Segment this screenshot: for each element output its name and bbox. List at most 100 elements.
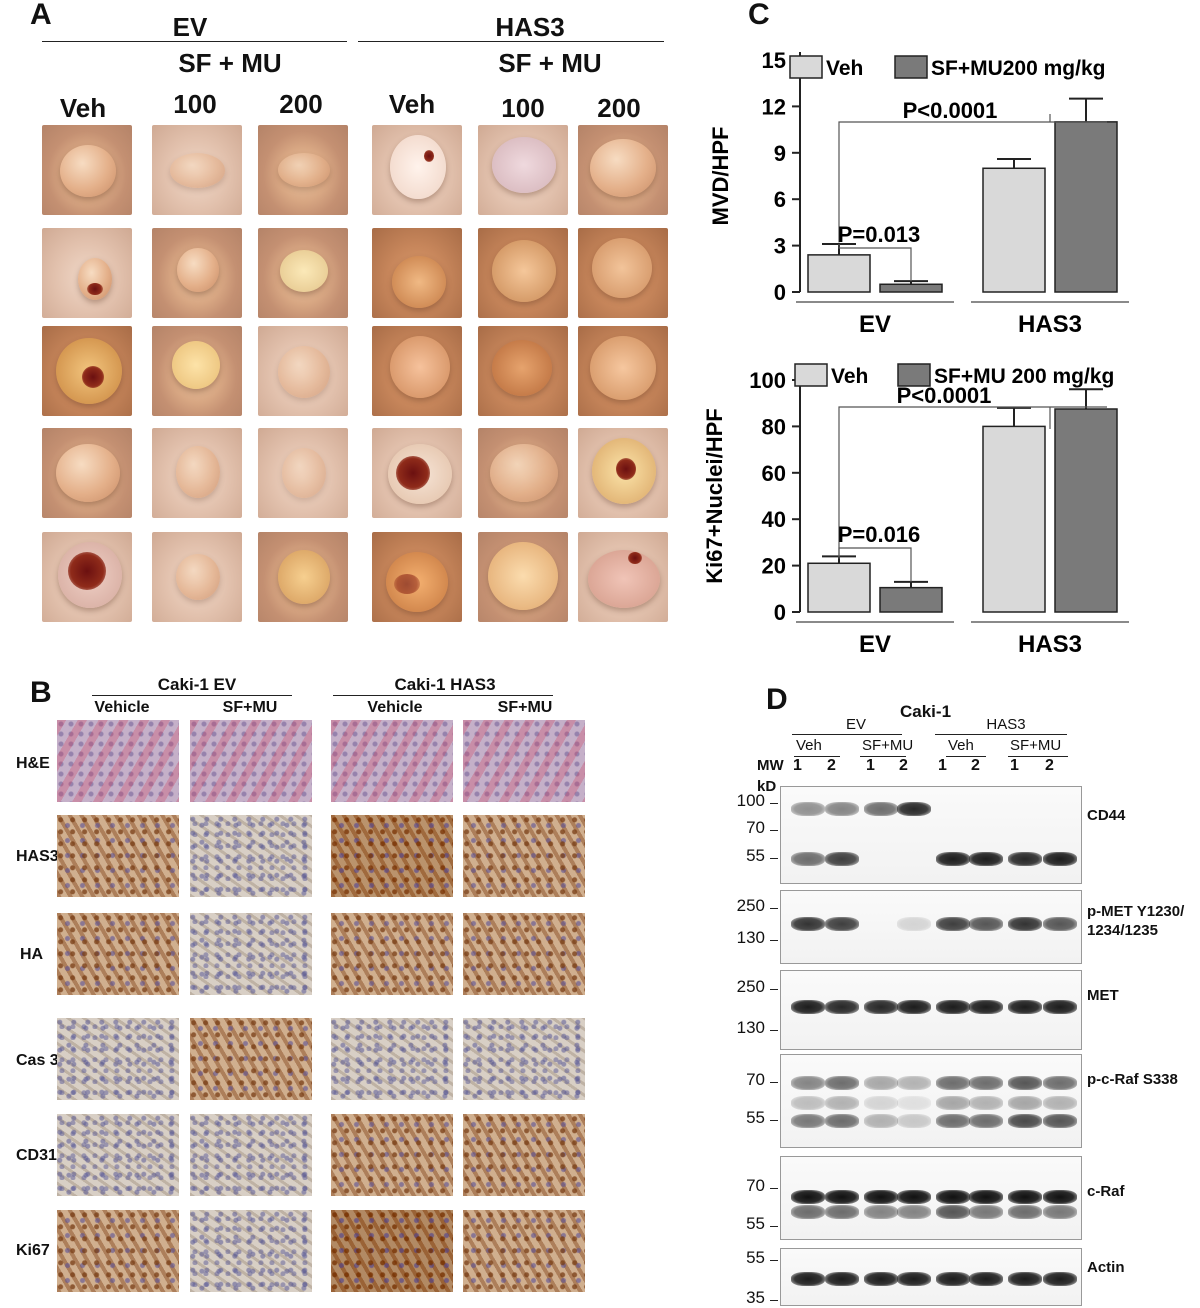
blot-treatment: Veh: [948, 737, 974, 754]
mw-marker-label: 70: [746, 1070, 765, 1089]
mw-marker-label: 35: [746, 1288, 765, 1307]
tumor-photo: [152, 326, 242, 416]
tumor-photo: [478, 532, 568, 622]
blot-band: [791, 1096, 825, 1110]
ihc-image: [190, 720, 312, 802]
blot-band: [791, 1000, 825, 1014]
blot-band: [864, 1000, 898, 1014]
blot-treatment: SF+MU: [1010, 737, 1062, 754]
lane-number: 1: [1010, 757, 1019, 774]
y-tick-label: 0: [774, 600, 786, 625]
ihc-image: [463, 913, 585, 995]
panel-b-has3-line: [333, 695, 553, 696]
mw-marker-label: 250: [736, 896, 765, 915]
panel-b-row-label: HAS3: [16, 848, 59, 865]
panel-b-col-2: Vehicle: [367, 699, 423, 716]
tumor-photo: [258, 326, 348, 416]
bar: [807, 254, 871, 293]
blot-band: [969, 852, 1003, 866]
blot-band: [1008, 1096, 1042, 1110]
tumor-photo: [42, 125, 132, 215]
mw-marker-tick: [770, 1300, 778, 1301]
mw-marker-label: 70: [746, 1176, 765, 1195]
p-value-label: P<0.0001: [903, 98, 998, 123]
tumor-photo: [478, 228, 568, 318]
blot-band: [897, 1114, 931, 1128]
blot-band: [897, 802, 931, 816]
blot-mw-header: MW: [757, 757, 784, 774]
mw-marker-tick: [770, 1226, 778, 1227]
y-axis-label: Ki67+Nuclei/HPF: [702, 408, 727, 583]
panel-b-group-ev: Caki-1 EV: [157, 675, 237, 694]
y-tick-label: 60: [762, 461, 786, 486]
blot-band: [1043, 1190, 1077, 1204]
panel-a-group-ev: EV: [172, 12, 208, 42]
blot-band: [1008, 1114, 1042, 1128]
blot-band: [1043, 1000, 1077, 1014]
panel-b-col-3: SF+MU: [497, 699, 553, 716]
ihc-image: [331, 815, 453, 897]
tumor-photo: [258, 428, 348, 518]
ihc-image: [463, 720, 585, 802]
tumor-photo: [578, 125, 668, 215]
panel-b-row-label: Ki67: [16, 1242, 50, 1259]
panel-b-row-label: HA: [20, 946, 44, 963]
blot-ev-line: [792, 734, 902, 735]
y-tick-label: 15: [762, 48, 786, 73]
blot-band: [969, 1205, 1003, 1219]
tumor-photo: [372, 228, 462, 318]
y-tick-label: 0: [774, 280, 786, 305]
blot-band: [1008, 917, 1042, 931]
mw-marker-label: 130: [736, 1018, 765, 1037]
blot-membrane: [780, 1248, 1082, 1306]
blot-band: [1043, 917, 1077, 931]
tumor-photo: [42, 326, 132, 416]
bar: [982, 425, 1046, 613]
p-value-label: P=0.013: [838, 222, 921, 247]
panel-c-label: C: [748, 0, 770, 31]
chart-mvd: 0 3 6 9 12 15 MVD/HPF EV HAS3 Veh SF+MU200 mg/kg P<…: [708, 48, 1129, 338]
p-value-label: P<0.0001: [897, 383, 992, 408]
ihc-image: [331, 1114, 453, 1196]
p-value-label: P=0.016: [838, 522, 921, 547]
tumor-photo: [152, 228, 242, 318]
blot-band: [864, 1076, 898, 1090]
blot-band: [969, 1000, 1003, 1014]
blot-band: [825, 1114, 859, 1128]
lane-number: 2: [827, 757, 836, 774]
blot-band: [936, 1272, 970, 1286]
panel-b-col-1: SF+MU: [222, 699, 278, 716]
blot-band: [969, 1076, 1003, 1090]
mw-marker-tick: [770, 1120, 778, 1121]
blot-band: [969, 1096, 1003, 1110]
blot-band: [791, 802, 825, 816]
blot-band: [897, 1190, 931, 1204]
ihc-image: [190, 1114, 312, 1196]
ihc-image: [331, 913, 453, 995]
panel-b-row-label: Cas 3: [16, 1052, 59, 1069]
mw-marker-tick: [770, 858, 778, 859]
blot-band: [791, 1076, 825, 1090]
ihc-image: [463, 1018, 585, 1100]
blot-group-ev: EV: [845, 716, 866, 733]
blot-protein-label: CD44: [1087, 807, 1126, 824]
bar: [879, 586, 943, 613]
tumor-photo: [42, 532, 132, 622]
blot-band: [936, 1205, 970, 1219]
blot-kd-header: kD: [757, 778, 777, 795]
panel-a-group-has3: HAS3: [495, 12, 565, 42]
blot-band: [897, 1272, 931, 1286]
blot-protein-label: c-Raf: [1087, 1183, 1125, 1200]
blot-band: [1008, 1190, 1042, 1204]
mw-marker-label: 55: [746, 846, 765, 865]
blot-band: [1043, 1205, 1077, 1219]
blot-band: [1043, 1096, 1077, 1110]
blot-has3-line: [935, 734, 1067, 735]
blot-band: [936, 1114, 970, 1128]
mw-marker-tick: [770, 908, 778, 909]
mw-marker-label: 55: [746, 1248, 765, 1267]
mw-marker-tick: [770, 803, 778, 804]
blot-band: [864, 802, 898, 816]
blot-band: [791, 1114, 825, 1128]
blot-band: [936, 852, 970, 866]
